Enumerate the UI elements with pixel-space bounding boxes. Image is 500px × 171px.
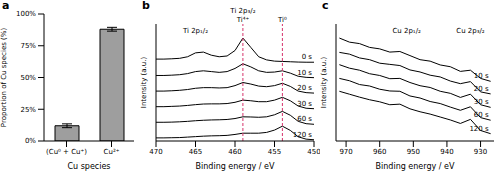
svg-text:(Cu⁰ + Cu⁺): (Cu⁰ + Cu⁺) bbox=[46, 148, 87, 156]
svg-text:455: 455 bbox=[268, 148, 281, 156]
svg-text:Cu species: Cu species bbox=[67, 162, 110, 171]
svg-text:120 s: 120 s bbox=[293, 131, 313, 139]
svg-text:50%: 50% bbox=[20, 74, 36, 82]
svg-text:Ti⁴⁺: Ti⁴⁺ bbox=[236, 16, 250, 24]
svg-text:950: 950 bbox=[407, 148, 420, 156]
svg-text:0 s: 0 s bbox=[302, 53, 313, 61]
svg-text:10 s: 10 s bbox=[297, 69, 312, 77]
svg-text:930: 930 bbox=[474, 148, 487, 156]
svg-text:450: 450 bbox=[307, 148, 320, 156]
svg-text:60 s: 60 s bbox=[474, 111, 489, 119]
svg-text:Proportion of Cu species (%): Proportion of Cu species (%) bbox=[8, 28, 9, 128]
svg-text:465: 465 bbox=[189, 148, 202, 156]
svg-text:30 s: 30 s bbox=[474, 98, 489, 106]
svg-text:Cu 2p₁/₂: Cu 2p₁/₂ bbox=[392, 27, 421, 35]
html-text:b: b bbox=[142, 0, 150, 12]
svg-text:970: 970 bbox=[339, 148, 352, 156]
svg-text:Ti 2p₁/₂: Ti 2p₁/₂ bbox=[182, 27, 208, 35]
svg-text:470: 470 bbox=[149, 148, 162, 156]
html-text:a: a bbox=[2, 0, 10, 12]
svg-text:75%: 75% bbox=[20, 42, 36, 50]
svg-text:460: 460 bbox=[228, 148, 241, 156]
svg-text:Ti 2p₃/₂: Ti 2p₃/₂ bbox=[229, 7, 255, 15]
svg-text:120 s: 120 s bbox=[469, 125, 489, 133]
svg-text:Intensity (a.u.): Intensity (a.u.) bbox=[320, 57, 328, 109]
svg-text:Cu 2p₃/₂: Cu 2p₃/₂ bbox=[456, 27, 485, 35]
html-text:c: c bbox=[322, 0, 329, 12]
svg-text:0%: 0% bbox=[25, 137, 36, 145]
svg-text:25%: 25% bbox=[20, 106, 36, 114]
svg-text:960: 960 bbox=[373, 148, 386, 156]
svg-text:30 s: 30 s bbox=[297, 100, 312, 108]
svg-text:Binding energy / eV: Binding energy / eV bbox=[376, 162, 455, 171]
svg-text:100%: 100% bbox=[16, 10, 36, 18]
svg-text:Binding energy / eV: Binding energy / eV bbox=[196, 162, 275, 171]
svg-text:20 s: 20 s bbox=[297, 84, 312, 92]
svg-text:940: 940 bbox=[440, 148, 453, 156]
svg-text:10 s: 10 s bbox=[474, 72, 489, 80]
svg-text:20 s: 20 s bbox=[474, 85, 489, 93]
svg-text:Ti⁰: Ti⁰ bbox=[277, 16, 287, 24]
svg-text:Intensity (a.u.): Intensity (a.u.) bbox=[140, 57, 148, 109]
svg-text:60 s: 60 s bbox=[297, 115, 312, 123]
svg-text:Cu²⁺: Cu²⁺ bbox=[104, 148, 120, 156]
